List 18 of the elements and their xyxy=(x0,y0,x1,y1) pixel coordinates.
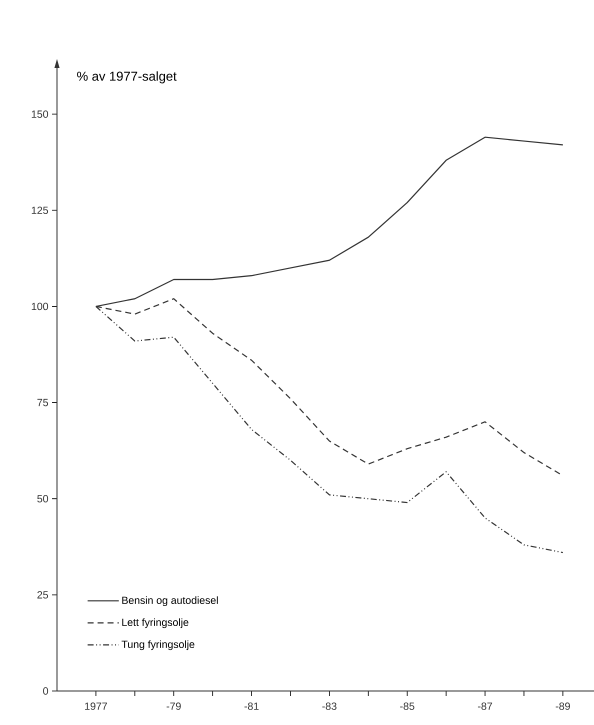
x-tick-label: -87 xyxy=(478,702,492,710)
y-tick-label: 25 xyxy=(37,591,48,599)
x-tick-label: -83 xyxy=(322,702,336,710)
x-tick-label: -85 xyxy=(400,702,414,710)
y-tick-label: 125 xyxy=(32,206,48,214)
y-tick-label: 0 xyxy=(43,687,48,695)
x-tick-label: -79 xyxy=(166,702,181,710)
legend-label: Tung fyringsolje xyxy=(122,640,194,650)
y-tick-label: 50 xyxy=(37,495,48,502)
y-tick-label: 75 xyxy=(37,398,48,406)
x-tick-label: -89 xyxy=(556,702,570,710)
x-tick-label: -81 xyxy=(244,702,259,710)
legend-label: Lett fyringsolje xyxy=(122,618,188,628)
y-tick-label: 100 xyxy=(32,302,48,310)
legend-label: Bensin og autodiesel xyxy=(122,596,218,606)
x-tick-label: 1977 xyxy=(85,702,108,710)
y-tick-label: 150 xyxy=(32,110,48,118)
y-axis-title: % av 1977-salget xyxy=(77,71,177,84)
